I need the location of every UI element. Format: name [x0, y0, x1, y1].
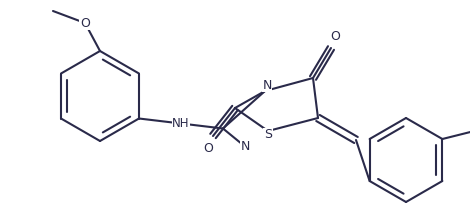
Text: O: O [203, 142, 213, 154]
Text: N: N [240, 140, 250, 153]
Text: O: O [80, 16, 90, 29]
Text: S: S [264, 129, 272, 142]
Text: NH: NH [172, 117, 190, 130]
Text: N: N [262, 78, 272, 91]
Text: O: O [330, 29, 340, 42]
